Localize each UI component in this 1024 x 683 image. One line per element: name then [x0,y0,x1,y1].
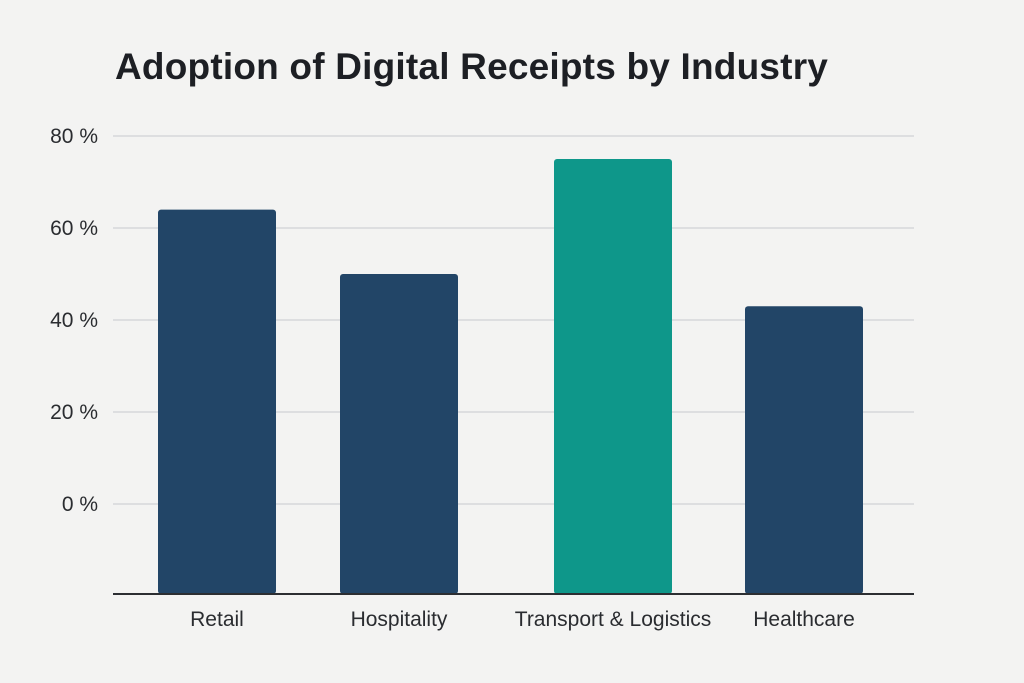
x-tick-label: Healthcare [753,608,855,631]
bars [158,159,863,594]
bar-hospitality [340,274,458,594]
y-axis-ticks: 80 % 60 % 40 % 20 % 0 % [50,125,98,516]
chart-title: Adoption of Digital Receipts by Industry [115,46,829,87]
bar-healthcare [745,306,863,594]
bar-retail [158,209,276,594]
bar-transport-logistics [554,159,672,594]
y-tick-label: 80 % [50,125,98,148]
y-tick-label: 20 % [50,401,98,424]
x-tick-label: Transport & Logistics [515,608,711,631]
y-tick-label: 40 % [50,309,98,332]
x-axis-labels: Retail Hospitality Transport & Logistics He… [190,608,855,631]
y-tick-label: 0 % [62,493,98,516]
y-tick-label: 60 % [50,217,98,240]
x-tick-label: Retail [190,608,244,631]
x-tick-label: Hospitality [351,608,448,631]
